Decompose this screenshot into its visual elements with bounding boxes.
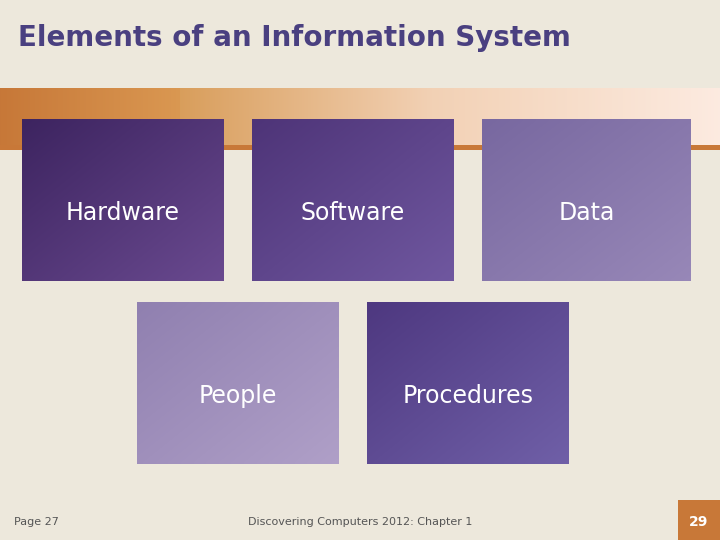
Text: Discovering Computers 2012: Chapter 1: Discovering Computers 2012: Chapter 1 bbox=[248, 517, 472, 527]
Text: Page 27: Page 27 bbox=[14, 517, 59, 527]
Text: Elements of an Information System: Elements of an Information System bbox=[18, 24, 571, 52]
Text: Procedures: Procedures bbox=[402, 384, 534, 408]
Text: People: People bbox=[199, 384, 276, 408]
Text: Hardware: Hardware bbox=[66, 201, 179, 225]
Bar bbox=[0, 145, 720, 150]
Text: Software: Software bbox=[301, 201, 405, 225]
Text: 29: 29 bbox=[689, 515, 708, 529]
Text: Data: Data bbox=[559, 201, 615, 225]
Bar bbox=[678, 500, 720, 540]
